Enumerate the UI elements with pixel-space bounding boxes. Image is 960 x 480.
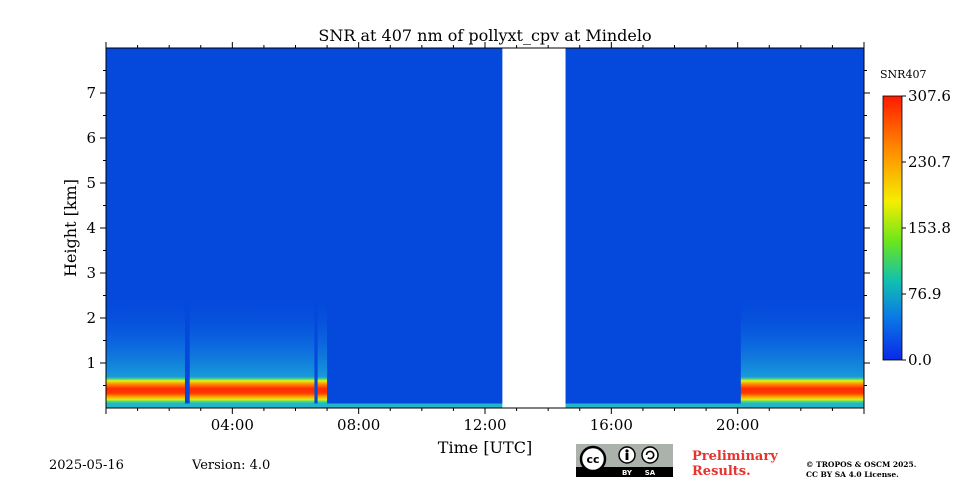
- y-tick-label: 3: [86, 264, 96, 282]
- cc-icon: [579, 445, 607, 473]
- colorbar-tick-label: 0.0: [908, 351, 932, 369]
- y-tick-label: 7: [86, 84, 96, 102]
- haze-segment-1: [189, 291, 315, 377]
- high-snr-segment-1: [189, 376, 315, 404]
- copyright-line-2: CC BY SA 4.0 License.: [806, 470, 899, 479]
- badge-bottom-bar: [576, 467, 673, 477]
- cc-icon-text: cc: [586, 453, 599, 466]
- y-axis-label: Height [km]: [61, 179, 80, 277]
- snr-field: [106, 48, 864, 408]
- haze-segment-0: [106, 291, 185, 377]
- copyright-line-1: © TROPOS & OSCM 2025.: [806, 460, 917, 469]
- preliminary-line-1: Preliminary: [692, 449, 778, 464]
- x-axis: 04:00 08:00 12:00 16:00 20:00: [105, 42, 865, 434]
- x-tick-label: 12:00: [463, 416, 506, 434]
- attribution-icon-head: [625, 449, 629, 453]
- high-snr-layer: [106, 376, 864, 408]
- preliminary-notice: Preliminary Results.: [692, 449, 778, 479]
- sa-label: SA: [645, 469, 656, 477]
- x-tick-label: 16:00: [590, 416, 633, 434]
- y-axis: 1 2 3 4 5 6 7: [86, 70, 870, 386]
- attribution-icon-body: [625, 453, 629, 460]
- footer-version: Version: 4.0: [192, 458, 271, 473]
- copyright-notice: © TROPOS & OSCM 2025. CC BY SA 4.0 Licen…: [806, 460, 916, 480]
- colorbar-ticks: 0.0 76.9 153.8 230.7 307.6: [902, 87, 951, 369]
- colorbar-tick-label: 307.6: [908, 87, 951, 105]
- y-tick-label: 6: [86, 129, 96, 147]
- x-axis-label: Time [UTC]: [438, 438, 532, 457]
- footer-date: 2025-05-16: [49, 458, 124, 473]
- high-snr-segment-3: [740, 376, 864, 404]
- x-tick-label: 20:00: [716, 416, 759, 434]
- colorbar-tick-label: 76.9: [908, 285, 941, 303]
- high-snr-segment-2: [317, 376, 328, 404]
- y-tick-label: 1: [86, 354, 96, 372]
- ground-band: [106, 403, 864, 408]
- haze-segment-2: [317, 291, 328, 377]
- no-data-gap: [502, 48, 566, 408]
- y-tick-label: 2: [86, 309, 96, 327]
- share-alike-icon: [641, 446, 659, 464]
- x-tick-label: 08:00: [337, 416, 380, 434]
- colorbar-tick-label: 230.7: [908, 153, 951, 171]
- cc-by-sa-badge[interactable]: cc BY SA: [576, 444, 673, 477]
- x-tick-label: 04:00: [211, 416, 254, 434]
- share-alike-arrow: [645, 450, 655, 460]
- colorbar: [882, 95, 903, 361]
- boundary-layer-haze: [106, 291, 864, 377]
- preliminary-line-2: Results.: [692, 464, 751, 479]
- y-tick-label: 4: [86, 219, 96, 237]
- chart-title: SNR at 407 nm of pollyxt_cpv at Mindelo: [318, 26, 651, 45]
- haze-segment-3: [740, 291, 864, 377]
- by-label: BY: [622, 469, 633, 477]
- colorbar-tick-label: 153.8: [908, 219, 951, 237]
- colorbar-label: SNR407: [880, 68, 926, 81]
- y-tick-label: 5: [86, 174, 96, 192]
- high-snr-segment-0: [106, 376, 185, 404]
